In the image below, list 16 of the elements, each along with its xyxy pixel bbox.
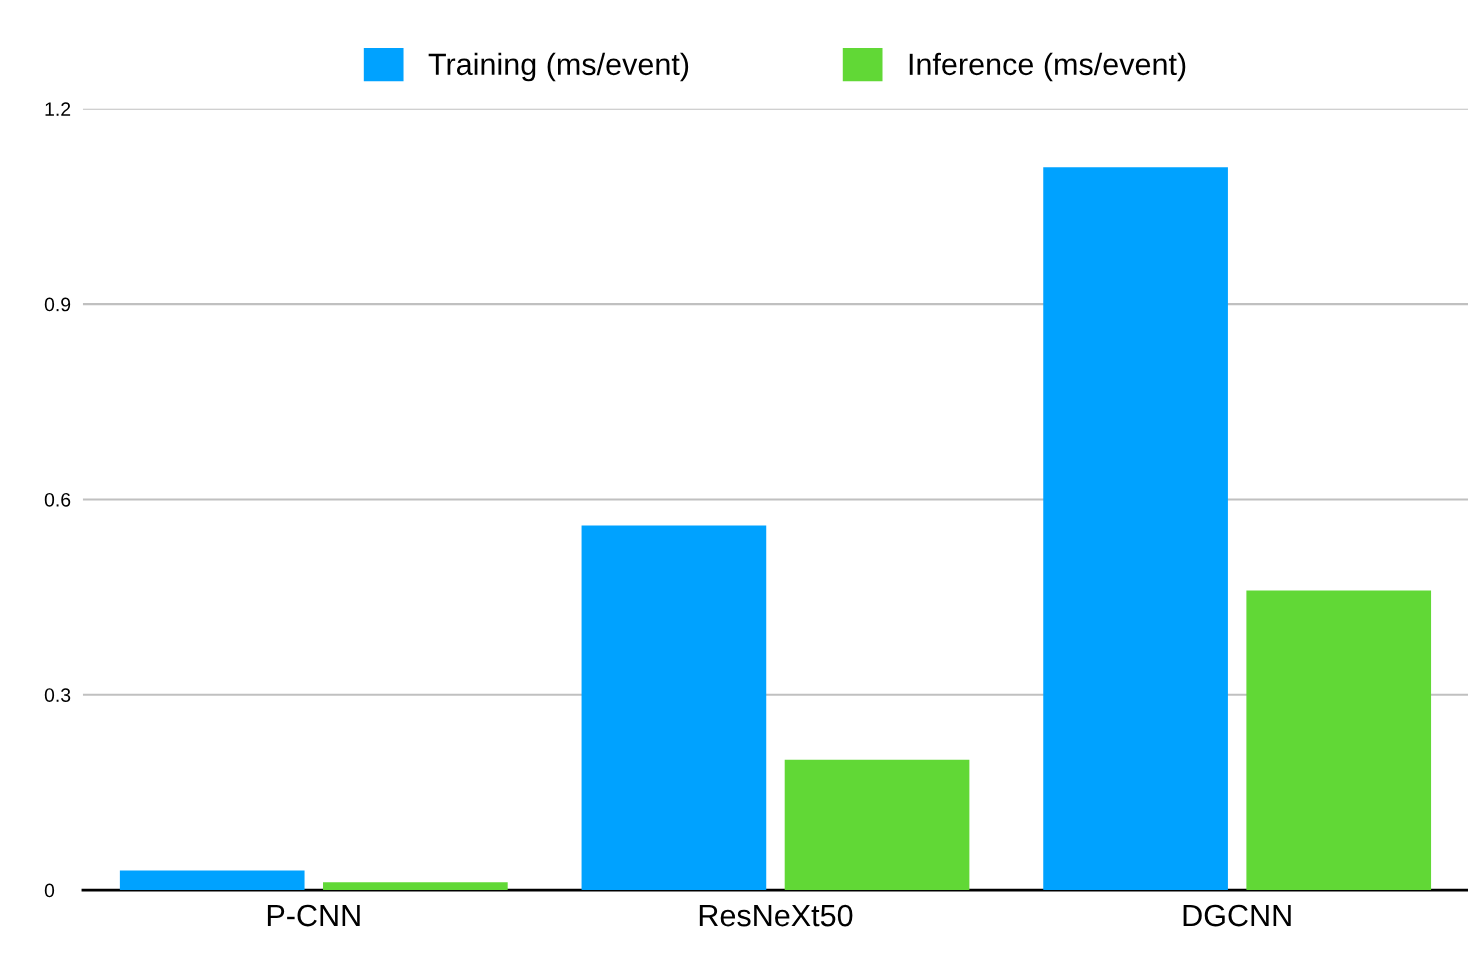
y-tick-label: 1.2 (45, 102, 71, 116)
x-tick-label: ResNeXt50 (699, 904, 853, 927)
x-tick-label: P-CNN (267, 904, 360, 927)
bar (784, 759, 970, 891)
x-tick-label: DGCNN (1183, 904, 1291, 927)
legend-label: Inference (ms/event) (909, 52, 1186, 82)
bar (1043, 167, 1228, 891)
y-tick-label: 0.9 (44, 297, 71, 312)
bar (323, 882, 508, 891)
legend-label: Training (ms/event) (428, 52, 689, 82)
y-tick-label: 0.6 (44, 492, 71, 507)
y-tick-label: 0.3 (44, 688, 71, 702)
y-tick-label: 0 (44, 883, 55, 898)
bar (1246, 590, 1432, 891)
bar (581, 525, 767, 891)
bar (119, 870, 305, 891)
